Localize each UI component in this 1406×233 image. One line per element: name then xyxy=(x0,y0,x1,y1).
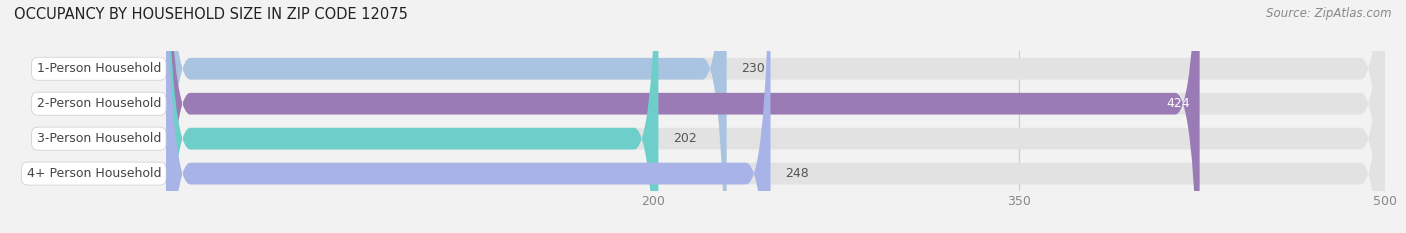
Text: 3-Person Household: 3-Person Household xyxy=(37,132,162,145)
FancyBboxPatch shape xyxy=(166,0,1385,233)
FancyBboxPatch shape xyxy=(166,0,1199,233)
Text: Source: ZipAtlas.com: Source: ZipAtlas.com xyxy=(1267,7,1392,20)
Text: 248: 248 xyxy=(785,167,808,180)
FancyBboxPatch shape xyxy=(166,0,1385,233)
FancyBboxPatch shape xyxy=(166,0,727,233)
FancyBboxPatch shape xyxy=(166,0,1385,233)
Text: OCCUPANCY BY HOUSEHOLD SIZE IN ZIP CODE 12075: OCCUPANCY BY HOUSEHOLD SIZE IN ZIP CODE … xyxy=(14,7,408,22)
FancyBboxPatch shape xyxy=(166,0,1385,233)
Text: 202: 202 xyxy=(673,132,697,145)
FancyBboxPatch shape xyxy=(166,0,770,233)
Text: 2-Person Household: 2-Person Household xyxy=(37,97,162,110)
Text: 1-Person Household: 1-Person Household xyxy=(37,62,162,75)
Text: 424: 424 xyxy=(1166,97,1189,110)
Text: 4+ Person Household: 4+ Person Household xyxy=(27,167,162,180)
Text: 230: 230 xyxy=(741,62,765,75)
FancyBboxPatch shape xyxy=(166,0,658,233)
